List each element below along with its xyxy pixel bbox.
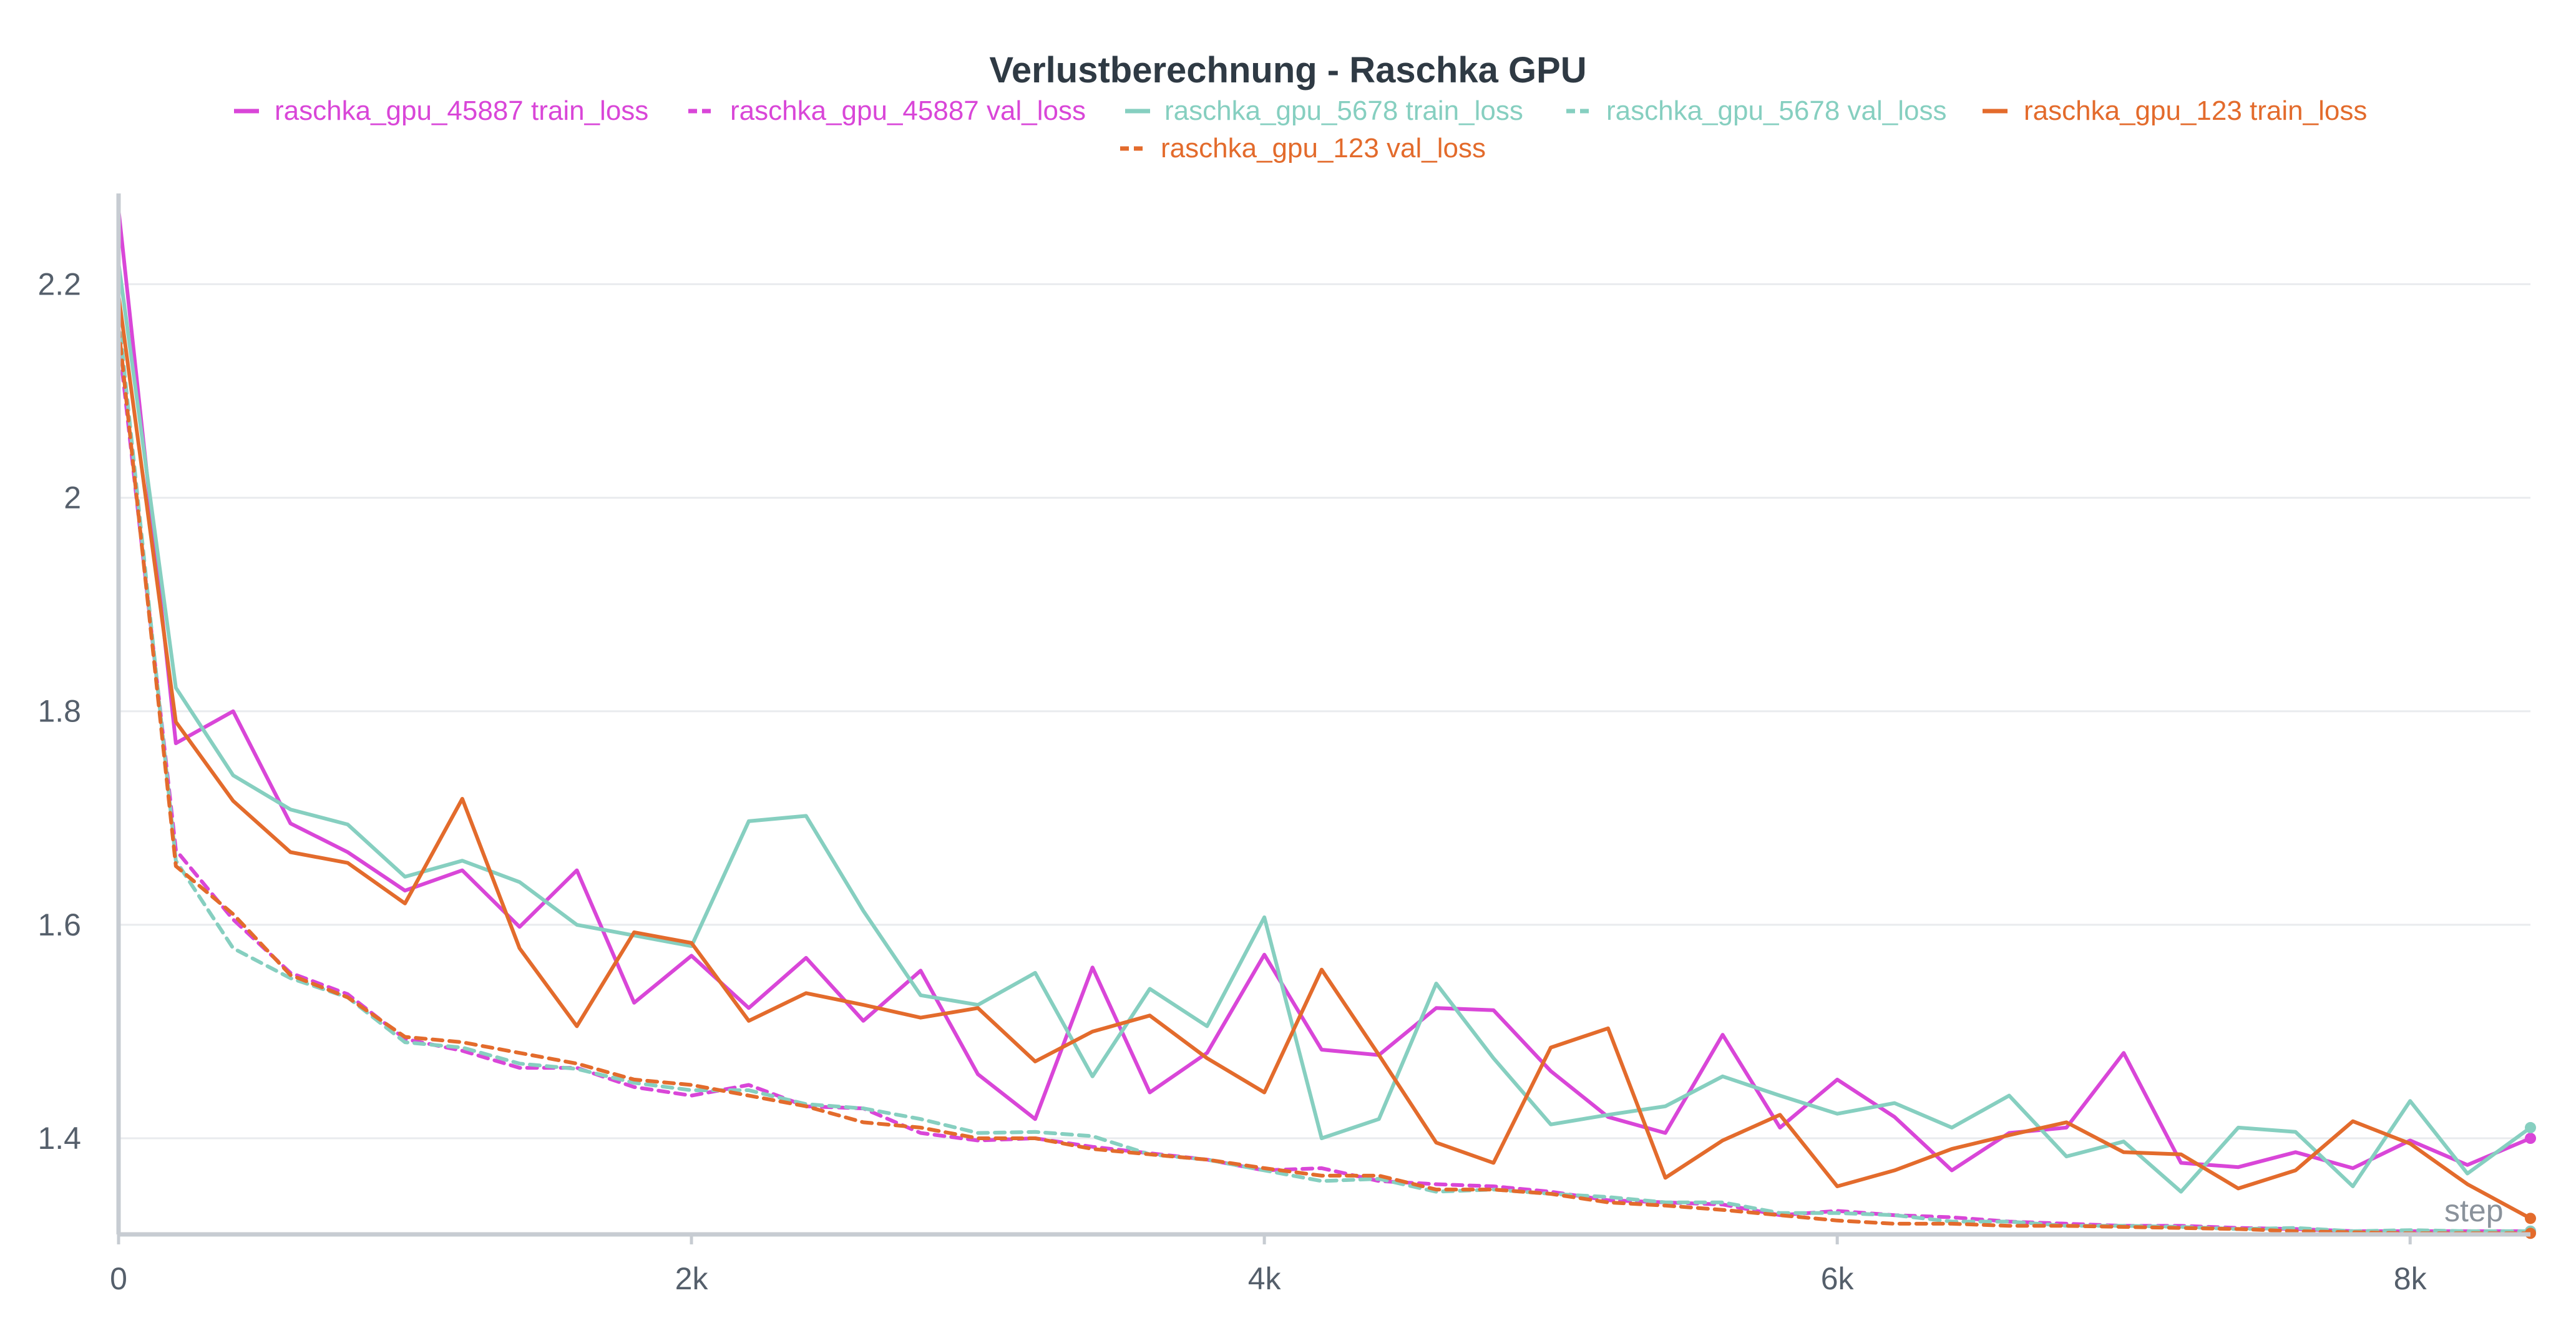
gridlines [119,283,2530,1140]
legend-entry: raschka_gpu_45887 train_loss [275,95,648,126]
series-line-4 [117,314,2532,1233]
x-tick-label: 2k [675,1261,709,1296]
axes: 1.4 1.6 1.8 2 2.2 0 2k 4k 6k 8k [37,193,2530,1296]
series-end-marker [2525,1213,2536,1224]
series-line-5 [117,293,2532,1221]
legend-entry: raschka_gpu_5678 train_loss [1164,95,1523,126]
series-line-6 [117,325,2532,1236]
x-axis-label: step [2444,1193,2504,1228]
chart-legend: raschka_gpu_45887 train_loss raschka_gpu_… [234,95,2367,164]
x-tick-label: 4k [1248,1261,1282,1296]
y-tick-label: 2 [64,481,81,515]
x-tick-label: 8k [2394,1261,2427,1296]
chart-title: Verlustberechnung - Raschka GPU [989,50,1586,90]
x-tick-label: 0 [110,1261,127,1296]
y-tick-label: 1.8 [37,694,81,729]
x-tick-label: 6k [1821,1261,1855,1296]
series-end-marker [2525,1121,2536,1133]
legend-entry: raschka_gpu_123 val_loss [1161,133,1486,164]
legend-entry: raschka_gpu_5678 val_loss [1606,95,1947,126]
y-tick-label: 1.6 [37,907,81,942]
series-line-1 [117,207,2532,1173]
legend-entry: raschka_gpu_45887 val_loss [730,95,1086,126]
series-line-3 [117,261,2532,1194]
y-tick-label: 2.2 [37,266,81,301]
plot-area [117,207,2536,1239]
series-end-marker [2525,1133,2536,1145]
legend-entry: raschka_gpu_123 train_loss [2024,95,2367,126]
series-line-2 [117,336,2532,1233]
y-tick-label: 1.4 [37,1121,81,1156]
